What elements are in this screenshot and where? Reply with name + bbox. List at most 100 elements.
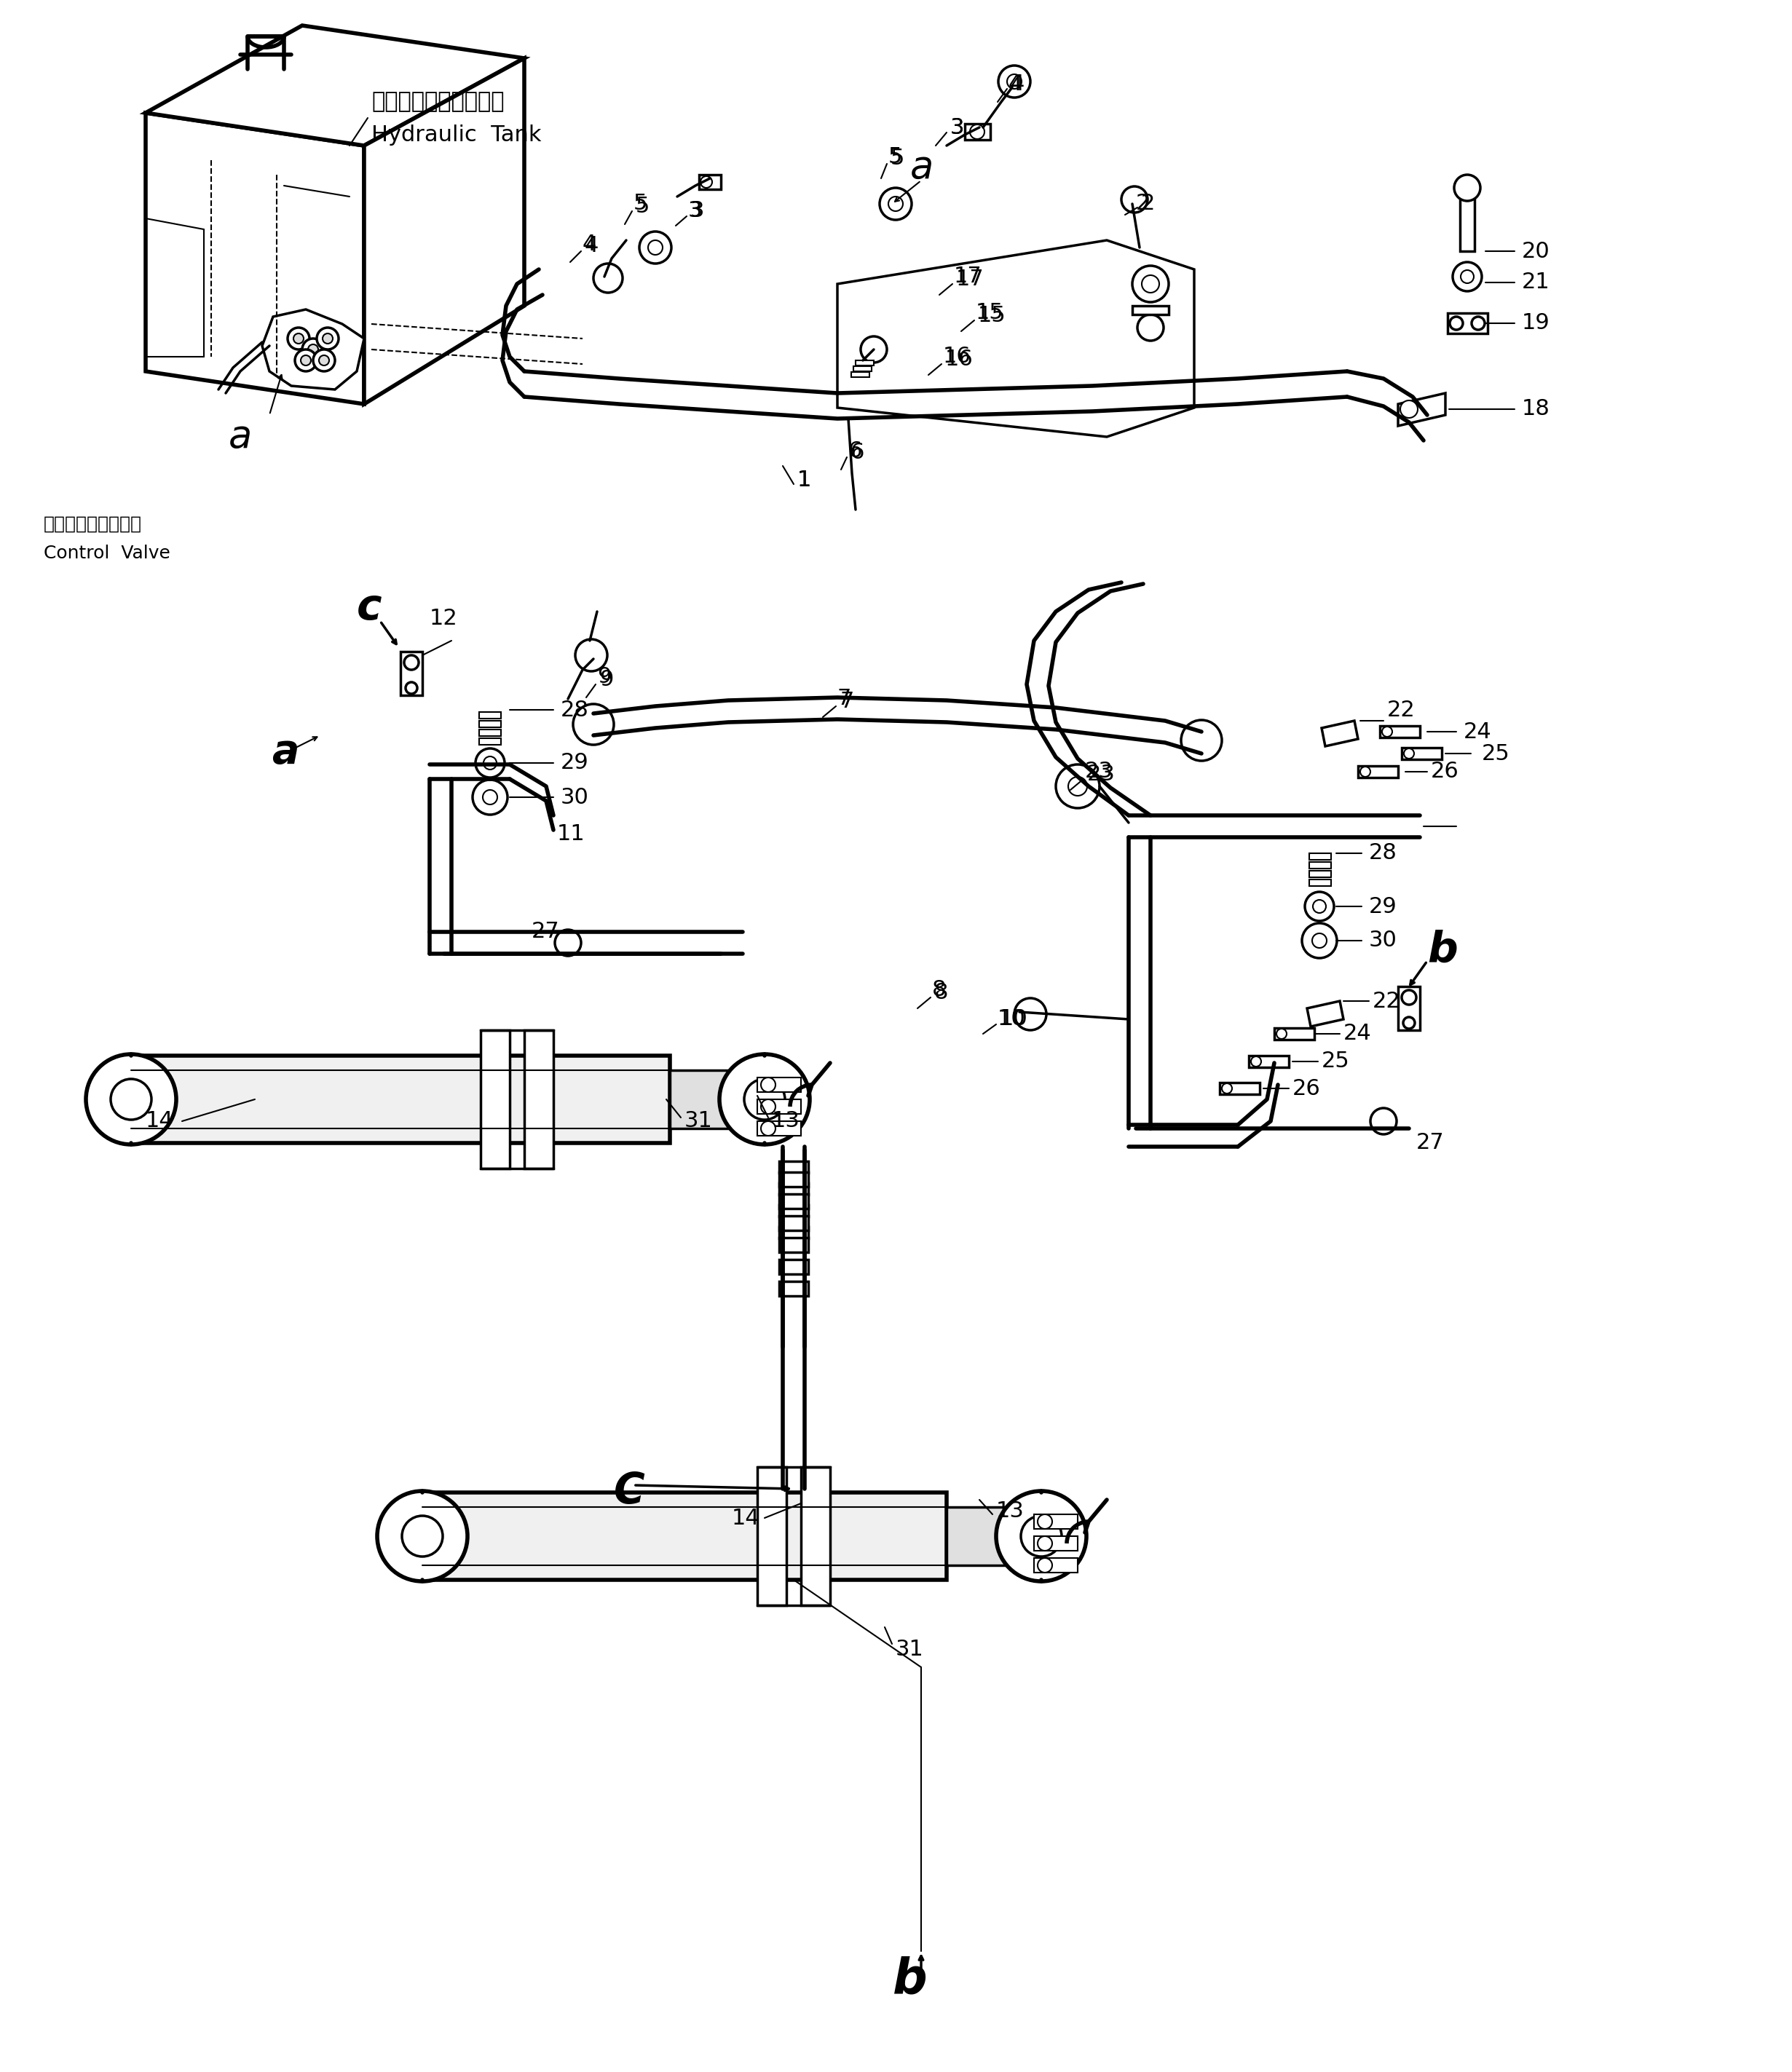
Bar xyxy=(1034,1515,1077,1529)
Text: 9: 9 xyxy=(597,667,611,688)
Text: 25: 25 xyxy=(1322,1051,1349,1071)
Text: 17: 17 xyxy=(953,265,982,288)
Circle shape xyxy=(889,197,903,211)
Text: 5: 5 xyxy=(634,193,647,213)
Text: 10: 10 xyxy=(998,1009,1025,1030)
Text: 30: 30 xyxy=(1369,930,1398,951)
Circle shape xyxy=(996,1492,1086,1581)
Bar xyxy=(1380,725,1419,738)
Circle shape xyxy=(593,263,622,292)
Text: 8: 8 xyxy=(934,982,948,1003)
Bar xyxy=(780,1237,808,1251)
Circle shape xyxy=(744,1080,785,1119)
Text: 2: 2 xyxy=(1142,193,1156,213)
Circle shape xyxy=(1382,727,1392,738)
Circle shape xyxy=(482,789,498,804)
Text: ハイドロリックタンク: ハイドロリックタンク xyxy=(371,91,504,112)
Text: C: C xyxy=(615,1471,645,1513)
Bar xyxy=(1249,1055,1288,1067)
Text: 6: 6 xyxy=(851,441,864,464)
Bar xyxy=(780,1173,808,1187)
Bar xyxy=(1460,189,1475,251)
Text: 5: 5 xyxy=(891,149,905,170)
Text: 25: 25 xyxy=(1482,744,1511,765)
Text: 22: 22 xyxy=(1387,698,1416,721)
Text: 6: 6 xyxy=(848,441,862,462)
Circle shape xyxy=(1400,400,1417,419)
Circle shape xyxy=(1312,932,1326,947)
Circle shape xyxy=(998,66,1030,97)
Bar xyxy=(758,1121,801,1135)
Circle shape xyxy=(1142,276,1159,292)
Circle shape xyxy=(1021,1517,1061,1556)
Circle shape xyxy=(1038,1558,1052,1573)
Text: 16: 16 xyxy=(943,346,971,367)
Text: 13: 13 xyxy=(772,1111,801,1131)
Bar xyxy=(1220,1082,1260,1094)
Polygon shape xyxy=(837,240,1193,437)
Text: コントロールバルブ: コントロールバルブ xyxy=(43,516,142,533)
Circle shape xyxy=(1453,261,1482,292)
Circle shape xyxy=(1371,1109,1396,1133)
Text: 4: 4 xyxy=(584,236,599,257)
Circle shape xyxy=(308,344,319,354)
Circle shape xyxy=(1403,748,1414,758)
Circle shape xyxy=(303,338,324,361)
Text: 24: 24 xyxy=(1344,1024,1371,1044)
Bar xyxy=(851,373,869,377)
Bar xyxy=(964,124,991,139)
Circle shape xyxy=(762,1100,776,1115)
Text: a: a xyxy=(910,149,934,186)
Text: 7: 7 xyxy=(837,688,851,709)
Text: 26: 26 xyxy=(1430,760,1459,783)
Circle shape xyxy=(1276,1028,1287,1038)
Circle shape xyxy=(301,354,312,365)
Bar xyxy=(699,174,720,189)
Bar xyxy=(400,651,423,696)
Text: 10: 10 xyxy=(1000,1009,1029,1030)
Circle shape xyxy=(294,334,303,344)
Text: c: c xyxy=(357,586,382,628)
Text: 3: 3 xyxy=(690,201,704,222)
Circle shape xyxy=(473,779,507,814)
Text: 12: 12 xyxy=(430,609,457,630)
Text: 15: 15 xyxy=(975,303,1004,323)
Circle shape xyxy=(556,930,581,955)
Bar xyxy=(780,1227,808,1239)
Text: 24: 24 xyxy=(1464,721,1491,742)
Circle shape xyxy=(640,232,672,263)
Circle shape xyxy=(484,756,496,769)
Bar xyxy=(853,367,871,371)
Circle shape xyxy=(1133,265,1168,303)
Text: 4: 4 xyxy=(1009,73,1023,95)
Circle shape xyxy=(401,1517,443,1556)
Bar xyxy=(423,1492,946,1579)
Polygon shape xyxy=(1322,721,1358,746)
Text: 31: 31 xyxy=(685,1111,713,1131)
Circle shape xyxy=(289,327,310,350)
Circle shape xyxy=(317,327,339,350)
Text: Control  Valve: Control Valve xyxy=(43,545,170,562)
Bar xyxy=(131,1055,670,1144)
Text: 2: 2 xyxy=(1136,193,1150,213)
Circle shape xyxy=(969,124,984,139)
Bar xyxy=(780,1216,808,1231)
Bar xyxy=(780,1183,808,1196)
Text: 14: 14 xyxy=(145,1111,174,1131)
Bar xyxy=(478,738,502,744)
Circle shape xyxy=(1038,1515,1052,1529)
Bar xyxy=(1310,862,1331,868)
Text: 17: 17 xyxy=(957,267,984,290)
Circle shape xyxy=(880,189,912,220)
Text: 5: 5 xyxy=(636,195,650,218)
Text: 13: 13 xyxy=(996,1500,1025,1521)
Circle shape xyxy=(1471,317,1486,329)
Text: 8: 8 xyxy=(932,980,946,1001)
Circle shape xyxy=(719,1055,810,1144)
Bar xyxy=(1358,767,1398,777)
Circle shape xyxy=(1453,174,1480,201)
Bar xyxy=(480,1030,509,1169)
Text: Hydraulic  Tank: Hydraulic Tank xyxy=(371,124,541,145)
Bar xyxy=(1274,1028,1314,1040)
Bar xyxy=(1133,307,1168,315)
